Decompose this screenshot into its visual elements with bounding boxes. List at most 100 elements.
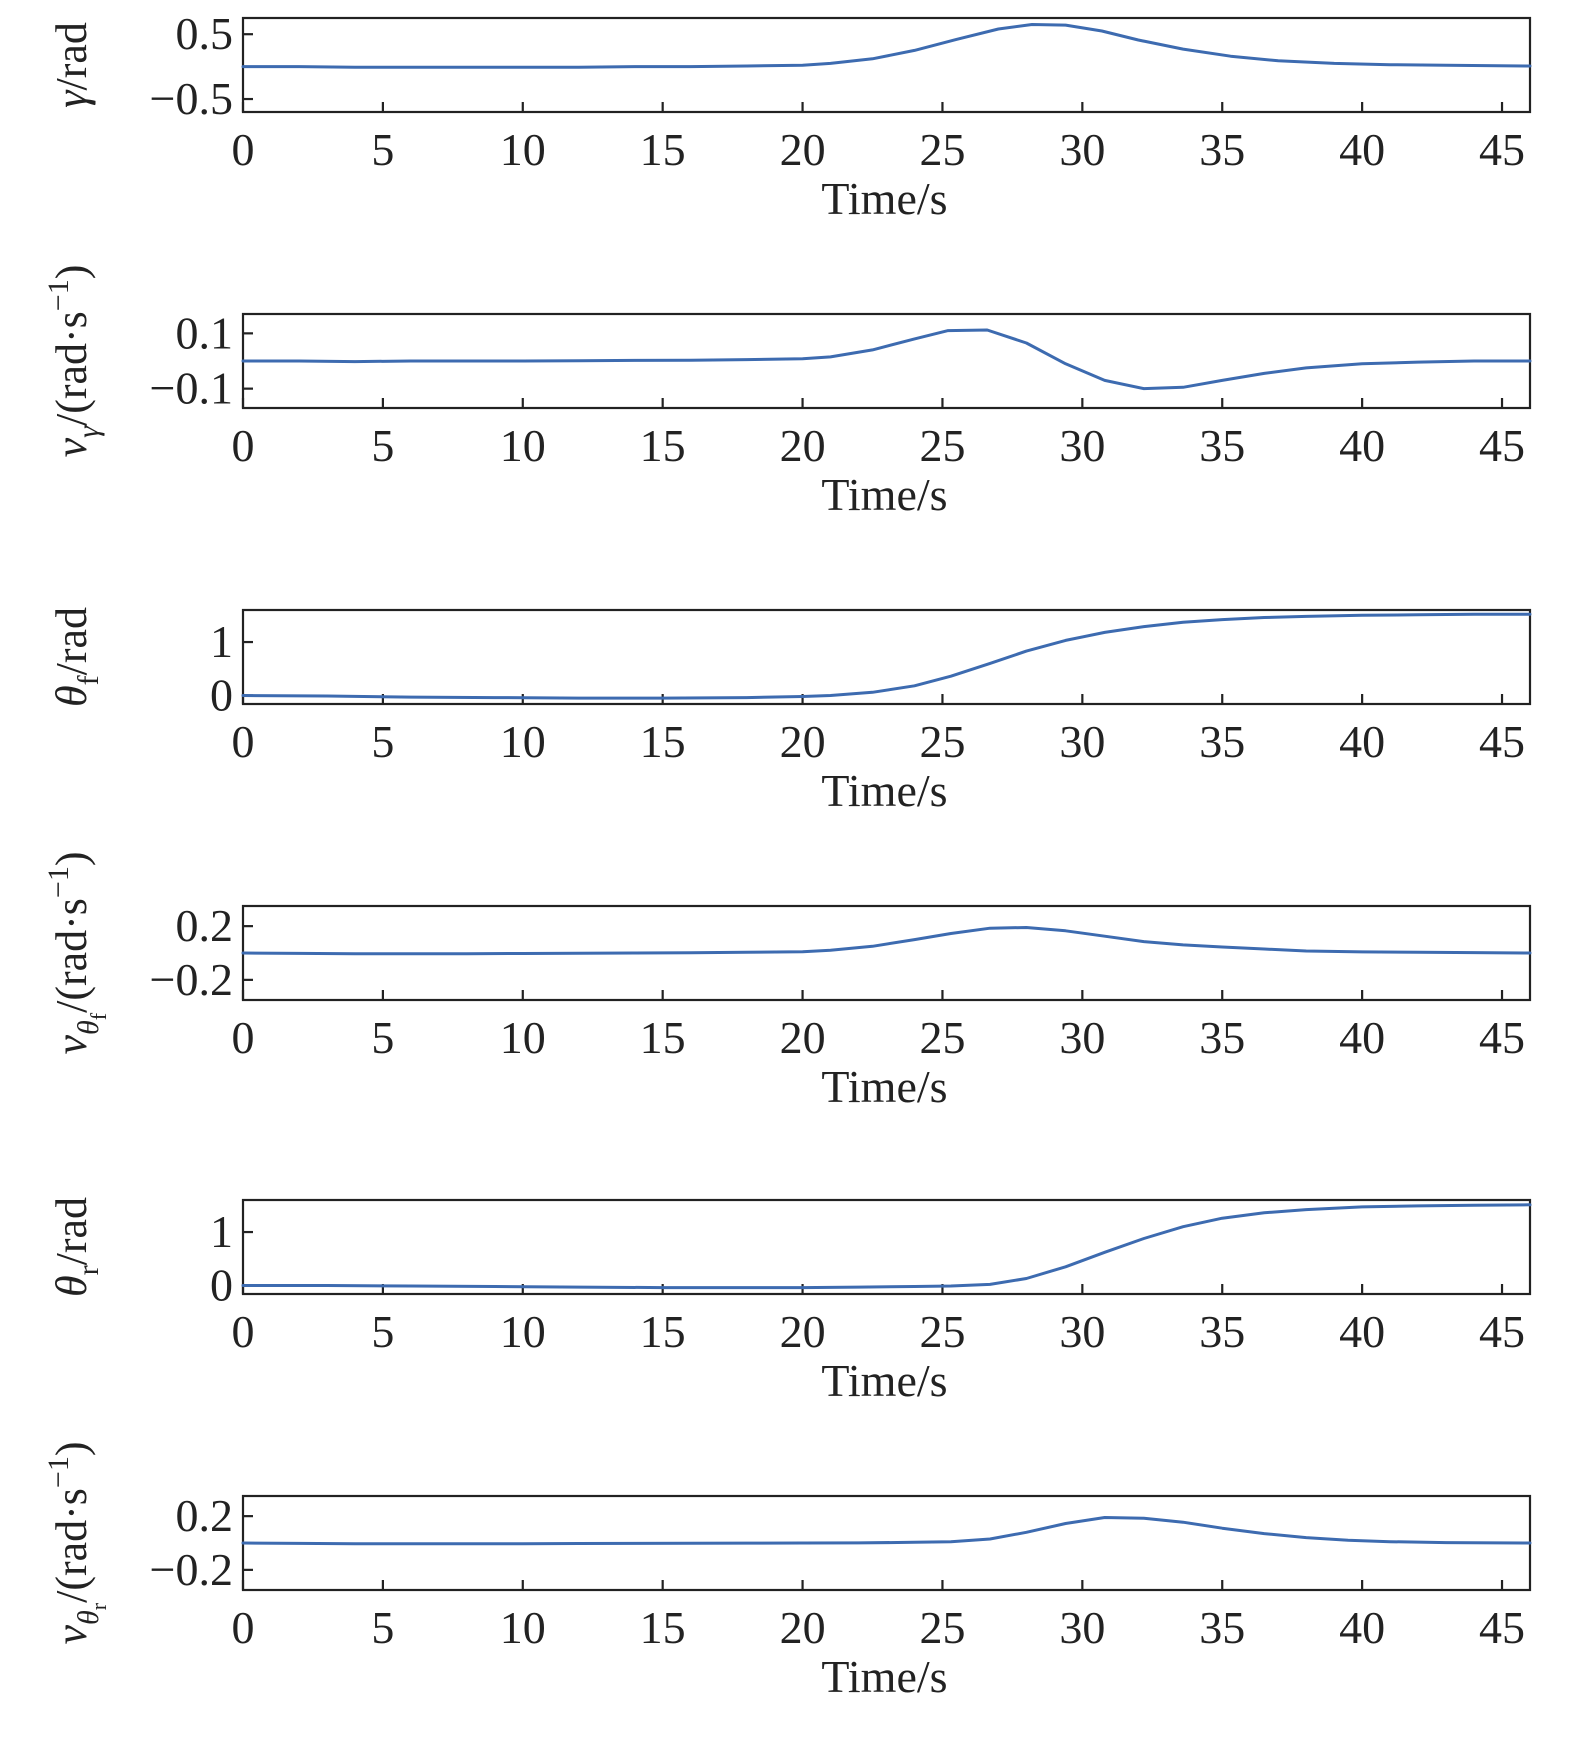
x-tick-label: 10 — [500, 1602, 546, 1653]
x-tick-label: 15 — [640, 420, 686, 471]
x-tick-label: 0 — [232, 124, 255, 175]
x-tick-label: 30 — [1059, 716, 1105, 767]
x-tick-label: 10 — [500, 420, 546, 471]
x-tick-label: 35 — [1199, 420, 1245, 471]
series-line — [241, 1203, 1532, 1290]
y-tick-label: 0.2 — [176, 900, 234, 951]
chart-panel-4: 0 5 10 15 20 25 30 35 40 45 0.2−0.2 Time/s vθf/(rad·… — [42, 851, 1532, 1112]
x-tick-label: 30 — [1059, 420, 1105, 471]
x-tick-label: 0 — [232, 1306, 255, 1357]
y-tick-label: 0.5 — [176, 8, 234, 59]
y-tick-label: 0.2 — [176, 1490, 234, 1541]
x-tick-label: 45 — [1479, 716, 1525, 767]
x-tick-label: 15 — [640, 716, 686, 767]
x-tick-label: 35 — [1199, 716, 1245, 767]
y-axis-label: γ/rad — [47, 22, 96, 108]
x-tick-label: 10 — [500, 716, 546, 767]
x-tick-label: 35 — [1199, 1306, 1245, 1357]
series-line — [241, 328, 1532, 391]
y-axis-label: θr/rad — [47, 1197, 105, 1297]
x-tick-label: 20 — [780, 1602, 826, 1653]
x-tick-label: 35 — [1199, 124, 1245, 175]
x-axis-label: Time/s — [821, 1355, 947, 1406]
x-tick-label: 20 — [780, 716, 826, 767]
x-tick-label: 5 — [371, 420, 394, 471]
chart-panel-6: 0 5 10 15 20 25 30 35 40 45 0.2−0.2 Time/s vθr/(rad·… — [42, 1441, 1532, 1702]
x-tick-label: 20 — [780, 420, 826, 471]
x-tick-label: 45 — [1479, 1012, 1525, 1063]
y-tick-label: 0.1 — [176, 307, 234, 358]
x-tick-label: 25 — [919, 124, 965, 175]
x-tick-label: 40 — [1339, 420, 1385, 471]
y-tick-label: 1 — [210, 616, 233, 667]
x-tick-label: 20 — [780, 124, 826, 175]
x-tick-label: 40 — [1339, 124, 1385, 175]
x-tick-label: 15 — [640, 1602, 686, 1653]
x-tick-label: 5 — [371, 716, 394, 767]
x-tick-label: 25 — [919, 1306, 965, 1357]
x-tick-label: 0 — [232, 1602, 255, 1653]
y-tick-label: −0.1 — [150, 363, 233, 414]
x-tick-label: 0 — [232, 716, 255, 767]
series-line — [241, 23, 1532, 69]
y-tick-label: −0.2 — [150, 1544, 233, 1595]
y-tick-label: 0 — [210, 1259, 233, 1310]
x-tick-label: 25 — [919, 716, 965, 767]
chart-panel-1: 0 5 10 15 20 25 30 35 40 45 0.5 −0.5 Time/s γ/rad — [47, 8, 1532, 224]
x-tick-label: 5 — [371, 1602, 394, 1653]
x-tick-label: 10 — [500, 1306, 546, 1357]
series-line — [241, 1516, 1532, 1546]
x-tick-label: 15 — [640, 124, 686, 175]
x-tick-label: 20 — [780, 1012, 826, 1063]
x-tick-label: 5 — [371, 124, 394, 175]
x-tick-label: 10 — [500, 1012, 546, 1063]
plot-frame — [241, 608, 1532, 706]
x-tick-label: 30 — [1059, 1306, 1105, 1357]
plot-frame — [241, 1198, 1532, 1296]
x-tick-label: 40 — [1339, 1306, 1385, 1357]
x-tick-label: 40 — [1339, 1012, 1385, 1063]
x-axis-label: Time/s — [821, 1651, 947, 1702]
x-tick-label: 45 — [1479, 124, 1525, 175]
y-tick-label: −0.5 — [150, 73, 233, 124]
x-axis-label: Time/s — [821, 469, 947, 520]
x-tick-label: 25 — [919, 1602, 965, 1653]
x-tick-label: 5 — [371, 1012, 394, 1063]
x-tick-label: 0 — [232, 1012, 255, 1063]
y-tick-label: −0.2 — [150, 954, 233, 1005]
x-tick-label: 30 — [1059, 1602, 1105, 1653]
x-tick-label: 40 — [1339, 1602, 1385, 1653]
x-tick-label: 35 — [1199, 1012, 1245, 1063]
x-tick-label: 15 — [640, 1012, 686, 1063]
y-tick-label: 1 — [210, 1206, 233, 1257]
x-tick-label: 25 — [919, 1012, 965, 1063]
x-tick-label: 25 — [919, 420, 965, 471]
x-tick-label: 30 — [1059, 124, 1105, 175]
x-tick-label: 45 — [1479, 1306, 1525, 1357]
x-tick-label: 45 — [1479, 420, 1525, 471]
x-axis-label: Time/s — [821, 765, 947, 816]
x-axis-label: Time/s — [821, 1061, 947, 1112]
series-line — [241, 926, 1532, 956]
x-tick-label: 20 — [780, 1306, 826, 1357]
y-axis-label: vγ/(rad·s−1) — [42, 265, 105, 458]
plot-frame — [241, 16, 1532, 114]
x-tick-label: 35 — [1199, 1602, 1245, 1653]
x-axis-label: Time/s — [821, 173, 947, 224]
chart-panel-2: 0 5 10 15 20 25 30 35 40 45 0.1−0.1 Time/s vγ/(rad·s… — [42, 265, 1532, 520]
series-line — [241, 612, 1532, 700]
y-tick-label: 0 — [210, 669, 233, 720]
x-tick-label: 10 — [500, 124, 546, 175]
y-axis-label: vθf/(rad·s−1) — [42, 851, 111, 1054]
x-tick-label: 0 — [232, 420, 255, 471]
x-tick-label: 15 — [640, 1306, 686, 1357]
x-tick-label: 45 — [1479, 1602, 1525, 1653]
x-tick-label: 30 — [1059, 1012, 1105, 1063]
x-tick-label: 5 — [371, 1306, 394, 1357]
y-axis-label: θf/rad — [47, 607, 105, 707]
y-axis-label: vθr/(rad·s−1) — [42, 1441, 111, 1644]
x-tick-label: 40 — [1339, 716, 1385, 767]
